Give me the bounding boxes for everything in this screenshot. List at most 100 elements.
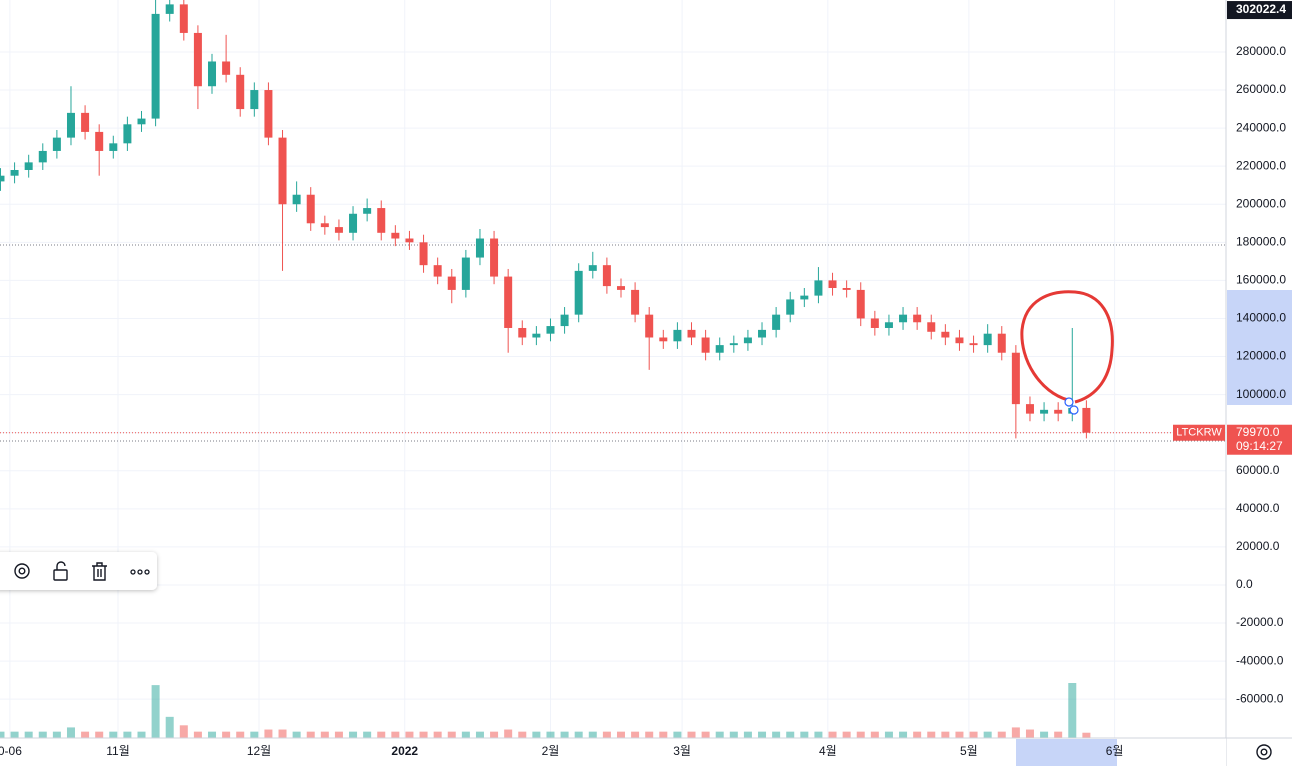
- freehand-drawing[interactable]: [1020, 290, 1114, 404]
- volume-bar: [38, 731, 47, 738]
- candle-body: [969, 343, 978, 346]
- candle-body: [447, 276, 456, 290]
- candle-body: [532, 333, 541, 338]
- candle-body: [264, 90, 273, 138]
- candle-body: [743, 337, 752, 344]
- y-tick-label: 0.0: [1236, 577, 1253, 591]
- volume-bar: [899, 731, 908, 738]
- y-tick-label: 160000.0: [1236, 273, 1286, 287]
- candle-body: [137, 118, 146, 125]
- delete-button[interactable]: [92, 562, 107, 581]
- volume-bar: [574, 731, 583, 738]
- volume-bar: [786, 731, 795, 738]
- volume-bar: [800, 731, 809, 738]
- y-tick-label: 40000.0: [1236, 501, 1280, 515]
- volume-bar: [546, 731, 555, 738]
- candle-body: [631, 289, 640, 315]
- y-tick-label: 100000.0: [1236, 387, 1286, 401]
- candle-body: [927, 322, 936, 332]
- settings-button[interactable]: [14, 563, 30, 579]
- volume-bar: [1082, 732, 1091, 738]
- volume-bar: [1040, 731, 1049, 738]
- volume-bar: [941, 731, 950, 738]
- volume-bar: [814, 731, 823, 738]
- volume-bar: [250, 731, 259, 738]
- candle-body: [208, 61, 217, 87]
- drawing-handle[interactable]: [1064, 397, 1074, 407]
- volume-bar: [81, 731, 90, 738]
- x-tick-label: 3월: [673, 744, 691, 758]
- candle-body: [405, 238, 414, 243]
- volume-bar: [137, 731, 146, 738]
- lock-button[interactable]: [53, 561, 68, 581]
- candle-body: [38, 150, 47, 163]
- volume-bar: [631, 731, 640, 738]
- candle-body: [856, 289, 865, 319]
- countdown-label: 09:14:27: [1236, 439, 1283, 453]
- volume-bar: [983, 731, 992, 738]
- volume-bar: [588, 731, 597, 738]
- volume-bar: [405, 731, 414, 738]
- x-tick-label: 12월: [247, 744, 271, 758]
- volume-bar: [969, 731, 978, 738]
- candle-body: [222, 61, 231, 75]
- volume-bar: [109, 731, 118, 738]
- x-tick-label: 2022: [391, 744, 418, 758]
- candle-body: [292, 194, 301, 205]
- last-price-bg: [1227, 424, 1292, 455]
- candle-body: [334, 227, 343, 233]
- volume-bar: [363, 731, 372, 738]
- chart-settings-button[interactable]: [1256, 744, 1272, 760]
- volume-bar: [758, 731, 767, 738]
- candle-body: [306, 194, 315, 224]
- candle-body: [504, 276, 513, 328]
- candle-body: [81, 112, 90, 132]
- candle-body: [95, 131, 104, 151]
- volume-bar: [955, 731, 964, 738]
- y-tick-label: -60000.0: [1236, 691, 1284, 705]
- volume-bar: [1054, 731, 1063, 738]
- volume-bar: [306, 731, 315, 738]
- candle-body: [1025, 404, 1034, 414]
- y-tick-label: 260000.0: [1236, 82, 1286, 96]
- candle-body: [363, 208, 372, 214]
- symbol-label: LTCKRW: [1176, 427, 1222, 439]
- volume-bar: [673, 731, 682, 738]
- volume-bar: [532, 731, 541, 738]
- volume-bar: [729, 731, 738, 738]
- x-tick-label: 11월: [106, 744, 130, 758]
- candle-body: [602, 265, 611, 287]
- candle-body: [179, 4, 188, 33]
- candle-body: [588, 265, 597, 271]
- volume-bar: [208, 731, 217, 738]
- candle-body: [814, 280, 823, 296]
- candle-body: [955, 337, 964, 344]
- x-tick-label: 5월: [960, 744, 978, 758]
- volume-bar: [842, 731, 851, 738]
- volume-bar: [560, 731, 569, 738]
- volume-bar: [66, 727, 75, 738]
- volume-bar: [419, 731, 428, 738]
- candle-body: [941, 331, 950, 338]
- more-button[interactable]: [130, 569, 150, 575]
- candle-body: [758, 329, 767, 338]
- candle-body: [320, 223, 329, 228]
- last-price-label: 79970.0: [1236, 425, 1280, 439]
- candle-body: [913, 314, 922, 323]
- candle-body: [377, 208, 386, 233]
- y-tick-label: -40000.0: [1236, 653, 1284, 667]
- volume-bar: [320, 731, 329, 738]
- candle-body: [983, 333, 992, 346]
- volume-bar: [884, 731, 893, 738]
- y-tick-label: 60000.0: [1236, 463, 1280, 477]
- volume-bar: [518, 731, 527, 738]
- drawing-handle[interactable]: [1069, 405, 1079, 415]
- candle-body: [250, 90, 259, 110]
- candle-body: [24, 162, 33, 170]
- candle-body: [151, 13, 160, 119]
- volume-bar: [659, 731, 668, 738]
- candle-body: [899, 314, 908, 323]
- candle-body: [800, 295, 809, 300]
